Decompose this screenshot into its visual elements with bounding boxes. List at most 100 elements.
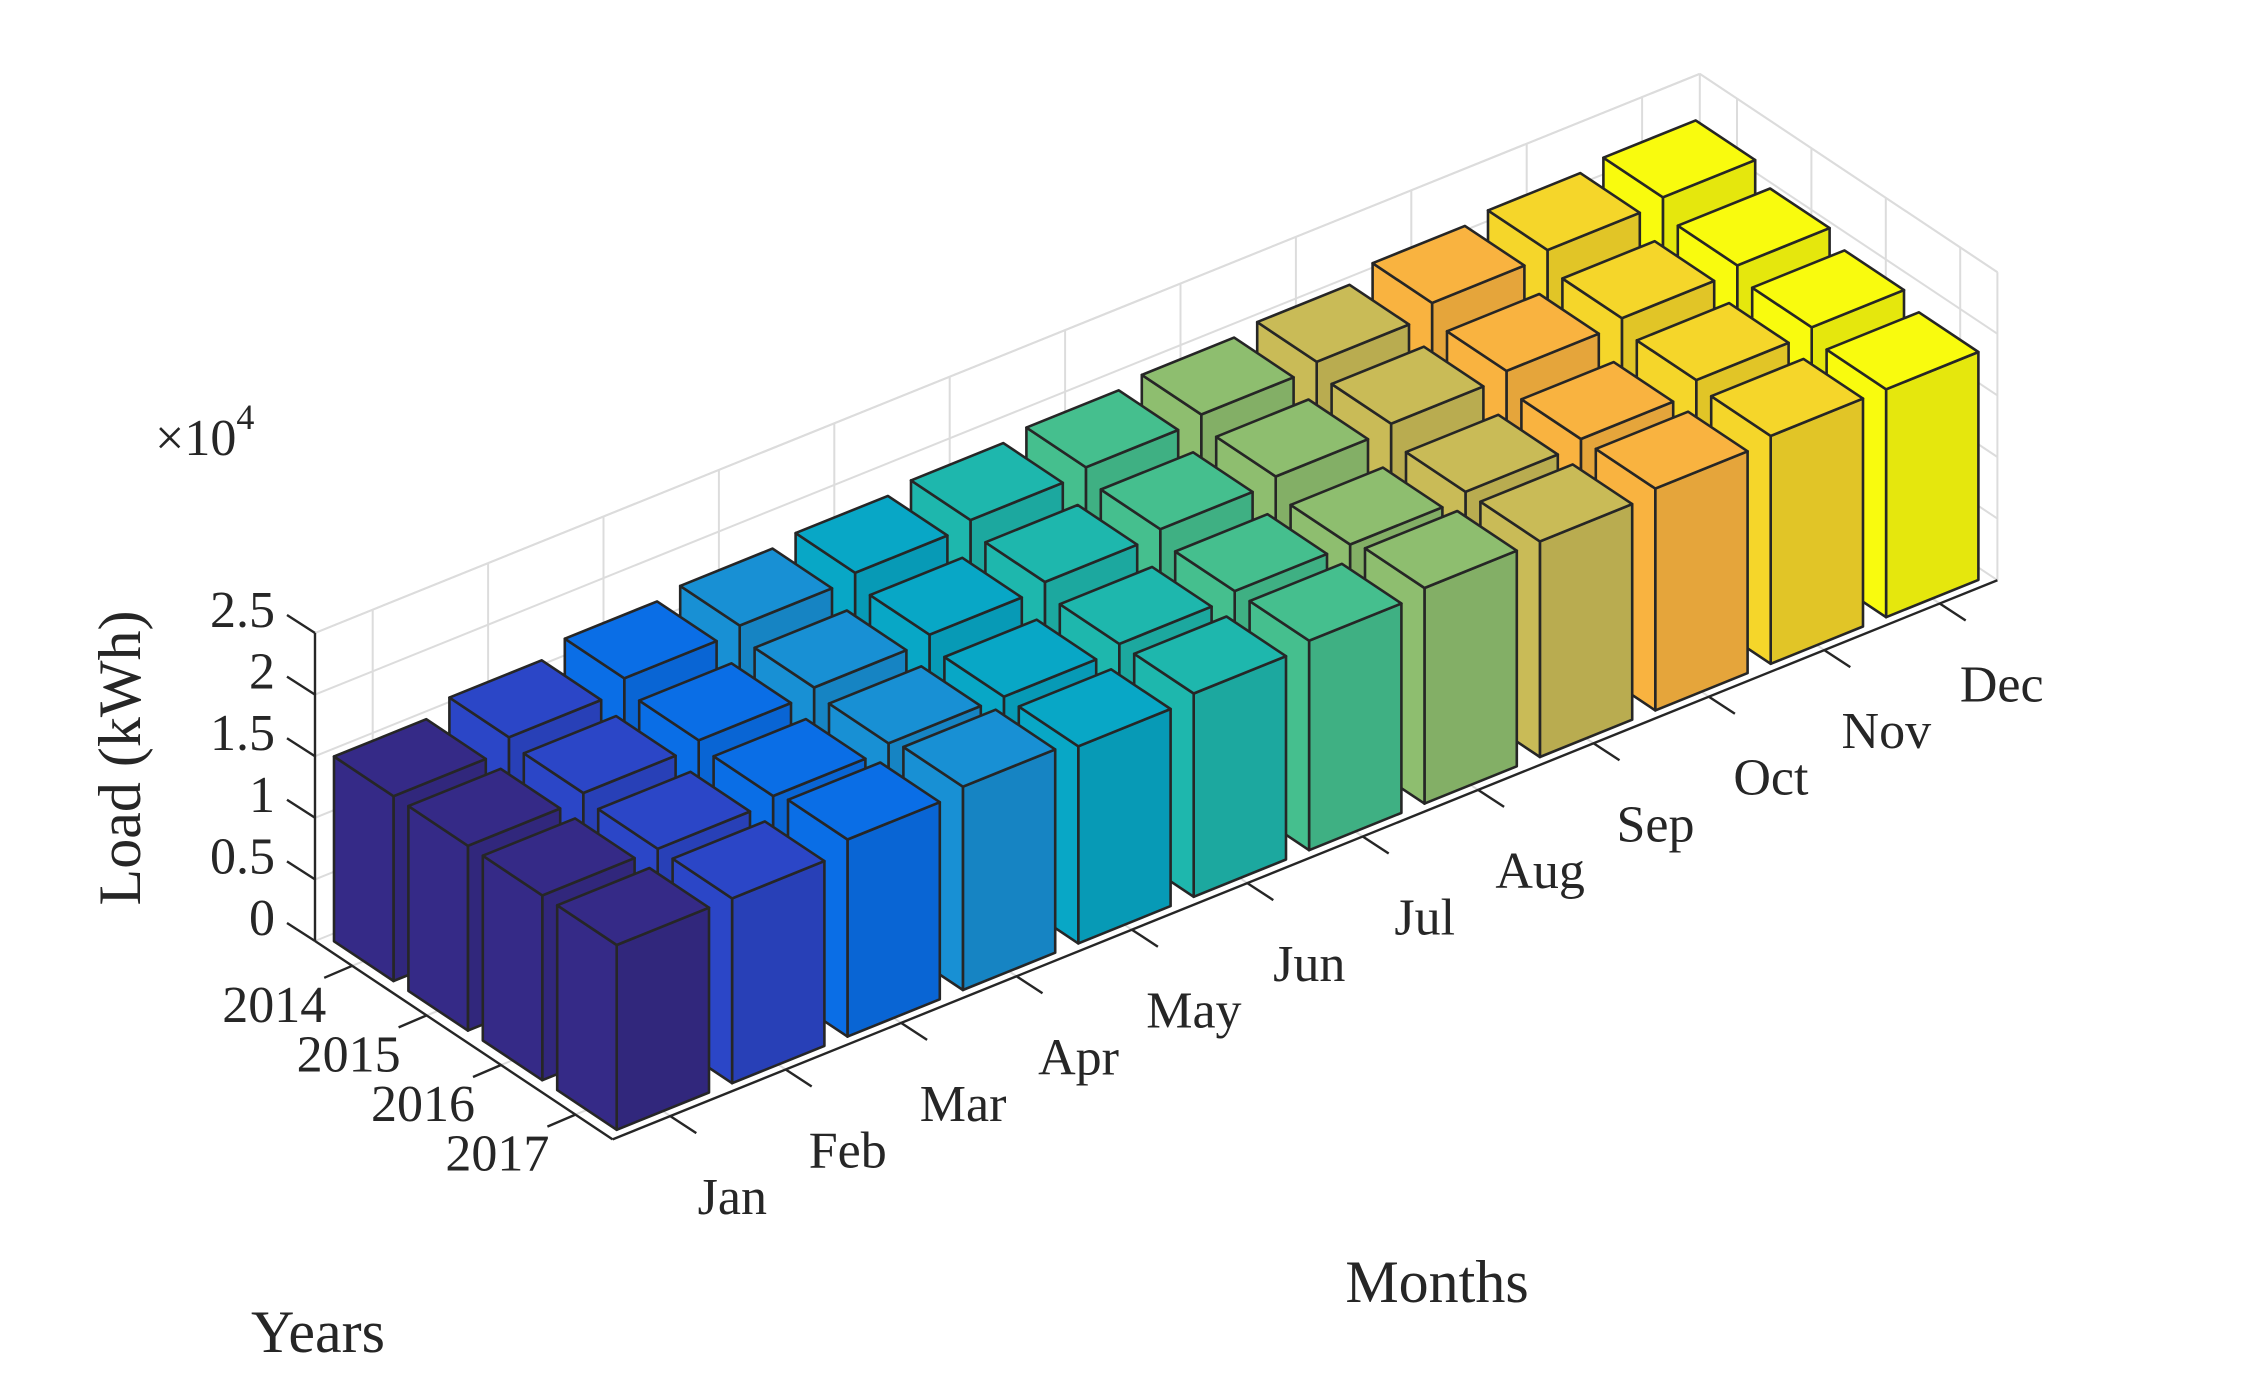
z-tick-label: 1 [249, 767, 275, 824]
bar-top-face [563, 600, 718, 680]
bar-top-face [1099, 450, 1254, 531]
bar-front-face [1769, 397, 1865, 666]
month-tick-label: Sep [1617, 796, 1695, 853]
bar-top-face [448, 658, 603, 739]
bar-top-face [678, 547, 834, 627]
bar-top-face [827, 664, 983, 745]
bar-top-face [1404, 413, 1560, 494]
z-axis-tick [286, 798, 316, 819]
z-axis-exponent: ×104 [155, 397, 254, 467]
bar-front-face [1654, 449, 1749, 712]
bar-top-face [1017, 667, 1172, 748]
bar-top-face [902, 708, 1057, 789]
bar-top-face [1676, 187, 1831, 267]
month-axis-tick [900, 1021, 928, 1041]
z-tick-label: 0.5 [210, 828, 275, 885]
bar-top-face [943, 618, 1098, 699]
y-axis-title: Years [251, 1299, 385, 1365]
bar-top-face [1058, 565, 1213, 646]
year-tick-label: 2014 [222, 977, 326, 1034]
month-tick-label: Dec [1960, 657, 2044, 714]
bar-top-face [1594, 410, 1749, 490]
bar-top-face [1561, 239, 1716, 320]
bar-top-face [753, 609, 908, 689]
year-axis-line [314, 940, 614, 1141]
z-tick-label: 2 [249, 644, 275, 701]
month-axis-tick [1246, 882, 1274, 902]
bar-top-face [1445, 292, 1601, 373]
z-tick-label: 2.5 [210, 582, 275, 639]
bar-top-face [1173, 512, 1329, 593]
month-axis-tick [1939, 602, 1967, 622]
bar-top-face [1602, 119, 1757, 199]
bar-top-face [555, 866, 711, 947]
bar-top-face [671, 820, 826, 900]
bar-top-face [794, 494, 949, 575]
bar-front-face [1884, 350, 1980, 619]
bar-top-face [1363, 509, 1519, 590]
month-axis-tick [1477, 788, 1505, 808]
month-tick-label: Apr [1038, 1029, 1119, 1086]
z-exponent-base: ×10 [155, 410, 236, 467]
bar-top-face [407, 767, 562, 848]
month-tick-label: Oct [1733, 750, 1809, 807]
month-axis-tick [1592, 742, 1621, 762]
month-tick-label: Aug [1495, 843, 1585, 900]
z-tick-label: 1.5 [210, 705, 275, 762]
month-axis-tick [1015, 975, 1044, 995]
bar-top-face [1330, 345, 1485, 426]
year-tick-label: 2016 [371, 1076, 475, 1133]
month-axis-tick [1362, 835, 1390, 855]
bar-top-face [481, 817, 636, 897]
labels: Load (kWh) Months Years ×104 [87, 397, 1529, 1365]
bar-2017-Jan [555, 866, 711, 1132]
bar-top-face [596, 770, 752, 851]
bar-top-face [984, 503, 1139, 584]
year-tick-label: 2015 [297, 1026, 401, 1083]
bar-top-face [1371, 224, 1526, 305]
month-axis-tick [1131, 928, 1159, 948]
bar-top-face [1289, 466, 1444, 546]
bar-front-face [730, 859, 826, 1085]
bar-top-face [1486, 171, 1642, 252]
bar-front-face [1307, 602, 1403, 852]
month-axis-tick [669, 1115, 697, 1135]
year-axis-tick [398, 1014, 428, 1029]
bar-front-face [1192, 654, 1288, 899]
month-axis-tick [1708, 695, 1736, 715]
box-edge-top-back [314, 72, 1701, 634]
z-axis-tick [286, 737, 316, 758]
bar-top-face [1479, 463, 1634, 543]
bar-front-face [1423, 549, 1519, 805]
bar-top-face [1255, 283, 1411, 364]
month-axis-tick [785, 1068, 813, 1088]
year-axis-tick [546, 1113, 576, 1128]
z-exponent-power: 4 [236, 397, 254, 437]
bar-top-face [1248, 562, 1403, 643]
bar-front-face [846, 800, 942, 1038]
bar-top-face [786, 761, 942, 841]
month-tick-label: Nov [1842, 703, 1932, 760]
bar-top-face [1709, 357, 1865, 438]
month-tick-label: Mar [920, 1076, 1007, 1133]
bar-top-face [1635, 301, 1790, 382]
z-axis-tick [286, 675, 316, 696]
z-axis-tick [286, 613, 316, 635]
bar-top-face [909, 441, 1065, 522]
bar-top-face [1214, 398, 1370, 478]
bar-front-face [961, 748, 1057, 992]
bar-top-face [1025, 388, 1180, 469]
box-edge-top-right [1699, 72, 1998, 274]
z-tick-label: 0 [249, 890, 275, 947]
month-tick-label: Feb [809, 1123, 887, 1180]
bar-top-face [332, 717, 488, 798]
z-axis-tick [286, 860, 316, 881]
z-axis-tick [286, 921, 316, 943]
bar-top-face [1750, 249, 1906, 329]
bar-top-face [1520, 360, 1675, 441]
bar-top-face [522, 714, 677, 795]
month-tick-label: Jan [698, 1169, 767, 1226]
year-axis-tick [323, 964, 353, 979]
